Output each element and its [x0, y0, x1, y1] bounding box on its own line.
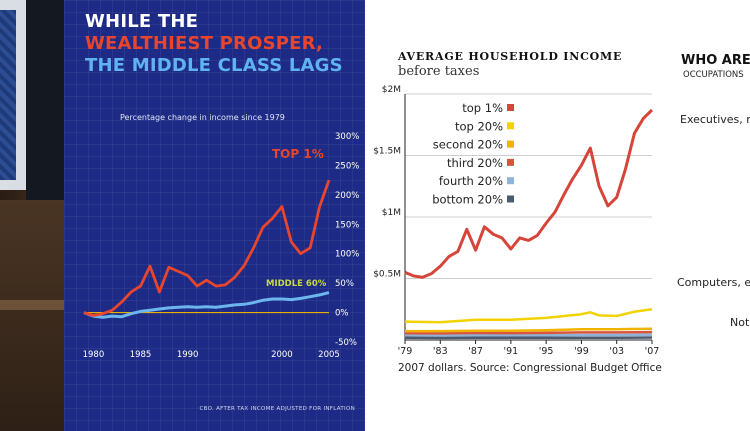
y-tick-label: 200% — [335, 191, 359, 201]
x-tick-label: 2000 — [271, 350, 293, 360]
x-tick-label: '87 — [468, 346, 483, 357]
desk-shelf — [0, 300, 64, 310]
x-tick-label: '91 — [504, 346, 519, 357]
y-tick-label: 150% — [335, 220, 359, 230]
who-subtitle: OCCUPATIONS — [683, 70, 744, 80]
nyt-chart-subtitle: before taxes — [398, 64, 480, 79]
legend-label: fourth 20% — [439, 174, 503, 188]
y-tick-label: 100% — [335, 250, 359, 260]
nyt-chart-title: AVERAGE HOUSEHOLD INCOME — [398, 50, 623, 63]
series-line-3 — [404, 330, 653, 335]
legend-swatch — [507, 177, 514, 185]
series-label-middle-60: MIDDLE 60% — [266, 279, 327, 289]
percent-change-chart: 300% 250% 200% 150% 100% 50% 0% -50% 1980 1985 199… — [83, 132, 360, 360]
nyt-chart-source: 2007 dollars. Source: Congressional Budg… — [398, 362, 662, 374]
legend-swatch — [507, 195, 514, 203]
y-tick-label: $1M — [382, 208, 401, 218]
headline-line-3: THE MIDDLE CLASS LAGS — [85, 55, 343, 76]
who-row-executives: Executives, m — [680, 113, 750, 126]
x-tick-label: '03 — [609, 346, 624, 357]
legend-swatch — [507, 122, 514, 130]
chart-subtitle: Percentage change in income since 1979 — [120, 113, 285, 122]
series-label-top-1: TOP 1% — [272, 147, 324, 161]
series-line-4 — [404, 333, 653, 337]
y-tick-label: $1.5M — [373, 147, 401, 157]
y-tick-label: 0% — [335, 309, 349, 319]
nyt-chart-panel — [365, 0, 750, 431]
x-tick-label: '95 — [539, 346, 554, 357]
legend-swatch — [507, 158, 514, 166]
y-tick-label: -50% — [335, 338, 357, 348]
headline-line-2: WEALTHIEST PROSPER, — [85, 33, 324, 54]
tie — [0, 10, 16, 180]
x-tick-label: '83 — [433, 346, 448, 357]
series-line-top-1 — [83, 179, 331, 317]
x-tick-label: 1985 — [130, 350, 152, 360]
legend-label: top 1% — [462, 101, 503, 115]
x-tick-label: 1990 — [177, 350, 199, 360]
legend-label: second 20% — [433, 138, 503, 152]
background-grid — [64, 0, 365, 431]
legend-label: bottom 20% — [432, 193, 503, 207]
y-tick-label: 250% — [335, 161, 359, 171]
legend-swatch — [507, 140, 514, 148]
series-line-middle-60 — [83, 291, 330, 319]
legend-swatch — [507, 104, 514, 111]
y-tick-label: 300% — [335, 132, 359, 142]
y-tick-label: $0.5M — [373, 270, 401, 280]
suit — [26, 0, 64, 200]
speaker-photo — [0, 0, 64, 431]
who-title: WHO ARE — [681, 53, 750, 68]
y-tick-label: $2M — [382, 85, 401, 95]
series-line-1 — [404, 308, 653, 324]
household-income-chart: $0.5M $1M $1.5M $2M '79 '83 '87 '91 '95 '99 '03 '07… — [373, 85, 660, 357]
who-row-not: Not — [730, 316, 750, 329]
x-tick-label: 1980 — [83, 350, 105, 360]
legend-label: top 20% — [455, 119, 503, 133]
x-tick-label: '07 — [645, 346, 660, 357]
x-tick-label: '79 — [398, 346, 413, 357]
who-row-computers: Computers, e — [677, 276, 750, 289]
legend-label: third 20% — [447, 156, 503, 170]
y-tick-label: 50% — [335, 279, 354, 289]
x-tick-label: '99 — [574, 346, 589, 357]
x-tick-label: 2005 — [318, 350, 340, 360]
series-line-2 — [405, 327, 653, 333]
series-line-0 — [404, 108, 654, 279]
headline-line-1: WHILE THE — [85, 11, 199, 32]
chart-source: CBO. AFTER TAX INCOME ADJUSTED FOR INFLA… — [199, 406, 355, 412]
desk — [0, 200, 64, 431]
blue-chart-panel: WHILE THE WEALTHIEST PROSPER, THE MIDDLE… — [64, 0, 365, 431]
